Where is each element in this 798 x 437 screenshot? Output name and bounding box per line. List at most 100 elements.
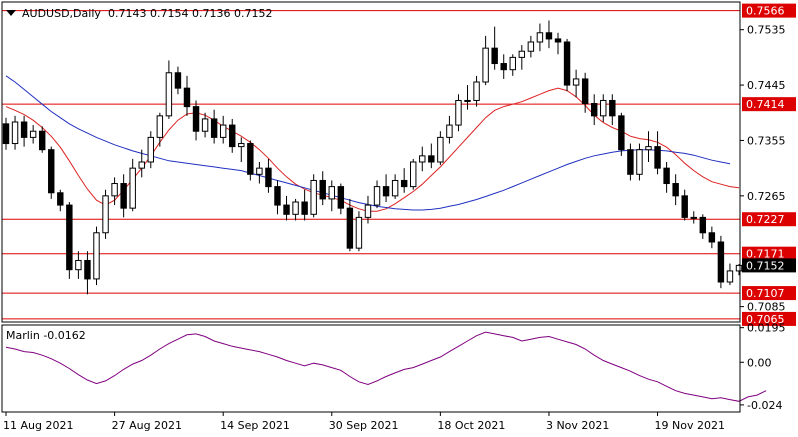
candle-body-up: [482, 47, 489, 83]
candle-body-up: [328, 186, 335, 200]
current-price-tag: [742, 258, 796, 273]
candle: [518, 45, 526, 70]
candle-body-up: [373, 186, 381, 206]
candle-body-up: [527, 41, 535, 52]
level-price-label: 0.7227: [746, 213, 785, 226]
candle: [48, 146, 55, 199]
candle: [382, 174, 390, 202]
candle-body-down: [717, 241, 725, 283]
candle: [229, 118, 236, 153]
candle-body-down: [337, 186, 345, 209]
candle: [600, 94, 607, 122]
candle-body-down: [20, 121, 28, 138]
axes: [1, 1, 741, 413]
candle-body-up: [437, 136, 444, 163]
candle: [20, 115, 28, 147]
candle: [364, 195, 372, 224]
level-price-tag: [742, 97, 796, 112]
candle: [681, 189, 688, 221]
candle: [473, 75, 480, 107]
candle-body-up: [355, 216, 363, 249]
candle-body-up: [410, 161, 417, 188]
candle: [84, 251, 91, 295]
horizontal-levels: 0.7566 0.7414 0.7227 0.7171 0.7107 0.7065: [2, 3, 796, 326]
candle-body-up: [364, 204, 372, 218]
candle: [201, 112, 209, 138]
x-tick-label: 11 Aug 2021: [3, 419, 73, 432]
candle: [102, 189, 109, 239]
candle: [265, 158, 272, 193]
candle-body-down: [120, 183, 127, 209]
candle-body-up: [645, 146, 652, 151]
candle: [410, 158, 417, 190]
candle-body-up: [165, 72, 173, 117]
candle-body-up: [93, 232, 100, 280]
candle: [563, 38, 571, 92]
candle: [120, 174, 127, 218]
candle: [391, 174, 399, 199]
candle: [319, 171, 326, 206]
x-tick-label: 3 Nov 2021: [546, 419, 609, 432]
candle: [165, 60, 173, 119]
candle-body-down: [183, 87, 191, 108]
candle-body-up: [11, 121, 19, 145]
indicator-y-tick-label: 0.00: [747, 356, 772, 369]
candle: [609, 94, 616, 126]
candle: [192, 100, 200, 141]
candle-body-down: [618, 115, 625, 151]
candle-body-up: [536, 32, 544, 43]
candle-body-up: [464, 99, 471, 102]
candle: [238, 137, 245, 162]
candle-body-up: [636, 149, 643, 175]
main-chart-frame: [1, 1, 741, 323]
candle: [663, 162, 670, 193]
indicator-label: Marlin -0.0162: [6, 329, 86, 342]
candle-body-down: [708, 232, 716, 243]
candle: [57, 189, 64, 212]
candle: [2, 117, 10, 150]
candle: [708, 226, 716, 249]
y-tick-label: 0.7085: [747, 301, 786, 314]
candle: [346, 198, 354, 252]
candle-body-down: [654, 146, 661, 169]
candle: [400, 168, 408, 193]
candle-body-down: [500, 63, 507, 71]
candle: [735, 264, 743, 276]
candle-body-down: [663, 167, 670, 185]
candle: [355, 211, 363, 252]
candle: [464, 85, 471, 110]
candle: [292, 198, 299, 221]
candle: [66, 202, 73, 279]
dropdown-triangle-icon[interactable]: [6, 10, 16, 16]
level-price-tag: [742, 311, 796, 326]
level-price-label: 0.7566: [746, 5, 785, 18]
candle: [428, 143, 435, 169]
y-tick-label: 0.7535: [747, 24, 786, 37]
candle-body-up: [419, 155, 426, 163]
level-price-label: 0.7171: [746, 248, 785, 261]
candle: [419, 146, 426, 172]
x-tick-label: 18 Oct 2021: [437, 419, 505, 432]
indicator-line: [5, 331, 767, 402]
candle-body-down: [301, 201, 308, 215]
candle: [509, 54, 516, 76]
indicator-frame: [1, 324, 741, 413]
candle-body-up: [292, 201, 299, 215]
candle: [482, 35, 489, 86]
candle-body-up: [129, 167, 136, 209]
y-tick-label: 0.7265: [747, 190, 786, 203]
candle: [437, 131, 444, 166]
indicator-y-tick-label: -0.024: [747, 399, 782, 412]
candle: [111, 177, 118, 206]
candle-body-up: [138, 161, 145, 169]
candle-body-down: [563, 41, 571, 86]
candle-body-down: [229, 124, 236, 148]
y-tick-label: 0.7445: [747, 79, 786, 92]
x-tick-label: 19 Nov 2021: [655, 419, 725, 432]
level-price-label: 0.7414: [746, 98, 785, 111]
candle-body-down: [38, 130, 46, 151]
candle-body-down: [681, 195, 688, 218]
candle-body-down: [545, 32, 553, 40]
current-price-label: 0.7152: [746, 259, 785, 272]
